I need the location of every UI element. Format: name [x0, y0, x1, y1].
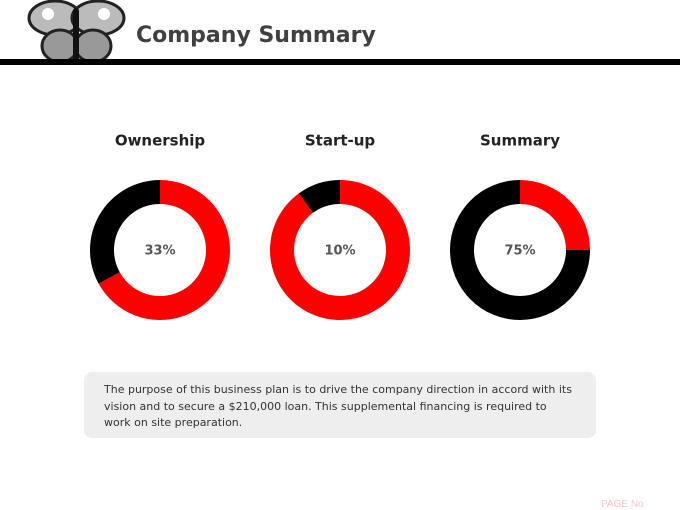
chart-title: Start-up [305, 132, 376, 150]
page-title: Company Summary [136, 23, 376, 48]
donut-segment [98, 180, 231, 320]
donut-segment [520, 180, 590, 250]
header-rule [0, 59, 680, 65]
donut-segment [89, 180, 160, 284]
donut-segment [450, 180, 590, 320]
center-label: 33% [144, 244, 175, 259]
donut-segment [298, 180, 340, 213]
chart-title: Summary [480, 132, 560, 150]
center-label: 10% [324, 244, 355, 259]
chart-title: Ownership [115, 132, 206, 150]
center-label: 75% [504, 244, 535, 259]
butterfly-icon [27, 0, 126, 64]
donut-segment [270, 180, 411, 320]
note-box: The purpose of this business plan is to … [84, 372, 596, 438]
page-number: PAGE No [601, 499, 644, 510]
